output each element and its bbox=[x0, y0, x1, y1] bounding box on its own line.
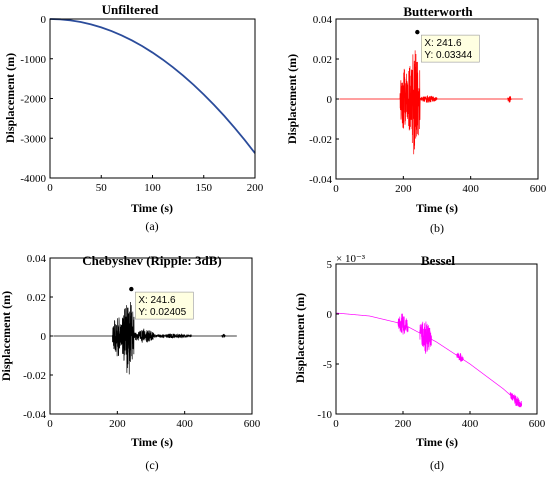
x-tick-label: 0 bbox=[47, 182, 53, 194]
panel-c-caption: (c) bbox=[145, 458, 158, 472]
y-tick-label: 0.04 bbox=[27, 253, 47, 265]
series-line-c bbox=[53, 302, 237, 375]
y-tick-label: -0.04 bbox=[309, 174, 332, 186]
series-line-b bbox=[339, 50, 523, 155]
panel-b-xlabel: Time (s) bbox=[416, 201, 458, 215]
x-tick-label: 0 bbox=[333, 418, 339, 430]
x-tick-label: 200 bbox=[395, 183, 412, 195]
x-tick-label: 100 bbox=[144, 182, 161, 194]
y-tick-label: -5 bbox=[323, 359, 333, 371]
plot-a-ticks: 0 50 100 150 200 -4000 -3000 -2000 -1000 0 bbox=[20, 14, 263, 194]
plot-b-ticks: 0 200 400 600 -0.04 -0.02 0 0.02 0.04 bbox=[309, 14, 547, 195]
y-tick-label: -2000 bbox=[20, 94, 46, 106]
panel-b-datatip[interactable]: X: 241.6Y: 0.03344 bbox=[415, 29, 480, 63]
plot-d-ticks: 0 200 400 600 -10 -5 0 5 bbox=[317, 259, 545, 430]
plot-d-frame bbox=[335, 263, 538, 415]
panel-a: Unfiltered 0 50 100 150 200 -4000 -3000 -2000 -1… bbox=[3, 2, 264, 233]
datatip-marker[interactable] bbox=[415, 29, 420, 35]
y-tick-label: -10 bbox=[317, 409, 332, 421]
series-line-a bbox=[49, 18, 256, 154]
panel-b-caption: (b) bbox=[430, 221, 444, 235]
panel-a-ylabel: Displacement (m) bbox=[3, 53, 17, 143]
datatip-marker[interactable] bbox=[129, 286, 134, 292]
datatip-y: Y: 0.03344 bbox=[424, 50, 472, 61]
panel-d-caption: (d) bbox=[430, 458, 444, 472]
panel-a-caption: (a) bbox=[145, 219, 158, 233]
panel-d-exponent: × 10⁻³ bbox=[336, 253, 366, 265]
plot-a-frame bbox=[49, 18, 256, 179]
datatip-x: X: 241.6 bbox=[424, 38, 462, 49]
y-tick-label: 0.02 bbox=[27, 292, 46, 304]
y-tick-label: -1000 bbox=[20, 54, 46, 66]
x-tick-label: 400 bbox=[462, 418, 479, 430]
y-tick-label: 0 bbox=[41, 14, 47, 26]
x-tick-label: 200 bbox=[395, 418, 412, 430]
y-tick-label: -0.02 bbox=[309, 134, 332, 146]
plot-d-area bbox=[335, 312, 523, 408]
x-tick-label: 0 bbox=[333, 183, 339, 195]
panel-d: Bessel × 10⁻³ 0 200 400 600 -10 -5 0 5 Time (s)… bbox=[293, 253, 546, 472]
panel-b-title: Butterworth bbox=[403, 4, 473, 19]
y-tick-label: -4000 bbox=[20, 173, 46, 185]
x-tick-label: 0 bbox=[47, 418, 53, 430]
datatip-box bbox=[135, 291, 194, 320]
x-tick-label: 50 bbox=[96, 182, 108, 194]
y-tick-label: 0.02 bbox=[313, 54, 332, 66]
panel-c-xlabel: Time (s) bbox=[131, 435, 173, 449]
x-tick-label: 400 bbox=[462, 183, 479, 195]
x-tick-label: 600 bbox=[529, 418, 546, 430]
panel-a-title: Unfiltered bbox=[102, 2, 160, 17]
plot-c-area bbox=[53, 302, 237, 375]
y-tick-label: 5 bbox=[327, 259, 333, 271]
x-tick-label: 200 bbox=[109, 418, 126, 430]
panel-d-ylabel: Displacement (m) bbox=[293, 293, 307, 383]
panel-c: Chebyshev (Ripple: 3dB) 0 200 400 600 -0.04 -… bbox=[0, 253, 261, 472]
plot-b-area bbox=[339, 50, 523, 155]
datatip-x: X: 241.6 bbox=[138, 295, 176, 306]
panel-c-ylabel: Displacement (m) bbox=[0, 291, 13, 381]
datatip-box bbox=[421, 34, 480, 63]
series-line-d bbox=[335, 312, 523, 408]
panel-a-xlabel: Time (s) bbox=[131, 201, 173, 215]
x-tick-label: 600 bbox=[244, 418, 261, 430]
panel-b: Butterworth 0 200 400 600 -0.04 -0.02 0 0.02 0.0… bbox=[285, 4, 547, 235]
y-tick-label: -0.02 bbox=[23, 370, 46, 382]
datatip-y: Y: 0.02405 bbox=[138, 307, 186, 318]
plot-a-area bbox=[49, 18, 256, 154]
y-tick-label: 0 bbox=[327, 94, 333, 106]
x-tick-label: 600 bbox=[530, 183, 547, 195]
x-tick-label: 200 bbox=[247, 182, 264, 194]
plot-c-ticks: 0 200 400 600 -0.04 -0.02 0 0.02 0.04 bbox=[23, 253, 261, 430]
x-tick-label: 150 bbox=[196, 182, 213, 194]
panel-c-title: Chebyshev (Ripple: 3dB) bbox=[82, 253, 221, 268]
y-tick-label: -0.04 bbox=[23, 409, 46, 421]
y-tick-label: 0 bbox=[327, 309, 333, 321]
y-tick-label: -3000 bbox=[20, 133, 46, 145]
panel-c-datatip[interactable]: X: 241.6Y: 0.02405 bbox=[129, 286, 194, 320]
panel-d-xlabel: Time (s) bbox=[416, 435, 458, 449]
panel-b-ylabel: Displacement (m) bbox=[285, 54, 299, 144]
panel-d-title: Bessel bbox=[421, 253, 455, 268]
y-tick-label: 0 bbox=[41, 331, 47, 343]
x-tick-label: 400 bbox=[176, 418, 193, 430]
y-tick-label: 0.04 bbox=[313, 14, 333, 26]
